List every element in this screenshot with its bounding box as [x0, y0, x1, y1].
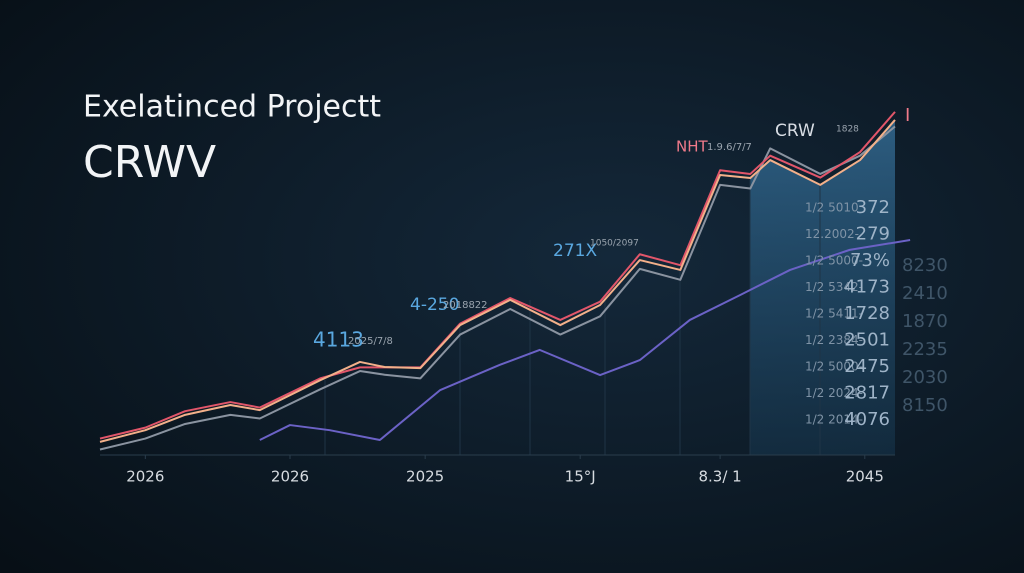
side-label: 1/2 5000- — [805, 254, 863, 268]
side-label: 12.2002- — [805, 227, 859, 241]
x-tick-label: 2026 — [126, 468, 164, 486]
series-line — [99, 111, 896, 440]
side-value: 1728 — [844, 303, 890, 324]
side-label: 1/2 5411- — [805, 307, 863, 321]
side-value: 279 — [856, 224, 890, 245]
annotation: NHT — [676, 138, 709, 156]
side-value: 73% — [850, 250, 890, 271]
x-tick-label: 15°J — [565, 468, 596, 486]
side-value: 372 — [856, 197, 890, 218]
side-label: 1/2 2384- — [805, 333, 863, 347]
annotation: 4-250 — [410, 295, 459, 315]
series-line — [259, 239, 911, 442]
far-value: 8230 — [902, 255, 948, 276]
side-value: 2501 — [844, 330, 890, 351]
side-label: 1/2 5000- — [805, 360, 863, 374]
annotation: 2018822 — [443, 300, 488, 311]
x-tick-label: 2026 — [271, 468, 309, 486]
far-value: 2030 — [902, 367, 948, 388]
far-value: 1870 — [902, 311, 948, 332]
side-label: 1/2 5342- — [805, 280, 863, 294]
far-value: 8150 — [902, 395, 948, 416]
side-value: 4076 — [844, 409, 890, 430]
highlight-panel — [750, 120, 895, 455]
side-label: 1/2 2014- — [805, 413, 863, 427]
annotation: 2025/7/8 — [348, 336, 393, 347]
far-value: 2235 — [902, 339, 948, 360]
annotation: CRW — [775, 121, 815, 141]
x-tick-label: 2045 — [846, 468, 884, 486]
annotation: 1828 — [836, 125, 859, 135]
far-value: 2410 — [902, 283, 948, 304]
chart-title: Exelatinced Projectt — [83, 90, 381, 125]
annotation: 271X — [553, 241, 597, 261]
annotation: 1.9.6/7/7 — [707, 142, 752, 153]
annotation: I — [905, 105, 910, 126]
column-dividers — [324, 180, 821, 455]
x-tick-label: 2025 — [406, 468, 444, 486]
x-tick-label: 8.3/ 1 — [698, 468, 741, 486]
side-value: 4173 — [844, 277, 890, 298]
series-line — [99, 119, 896, 443]
annotation: 1050/2097 — [590, 239, 639, 249]
side-label: 1/2 5010 — [805, 201, 859, 215]
chart-subtitle: CRWV — [83, 137, 216, 188]
side-value: 2475 — [844, 356, 890, 377]
annotation: 4113 — [313, 328, 364, 352]
side-value: 2817 — [844, 383, 890, 404]
side-label: 1/2 2024- — [805, 386, 863, 400]
